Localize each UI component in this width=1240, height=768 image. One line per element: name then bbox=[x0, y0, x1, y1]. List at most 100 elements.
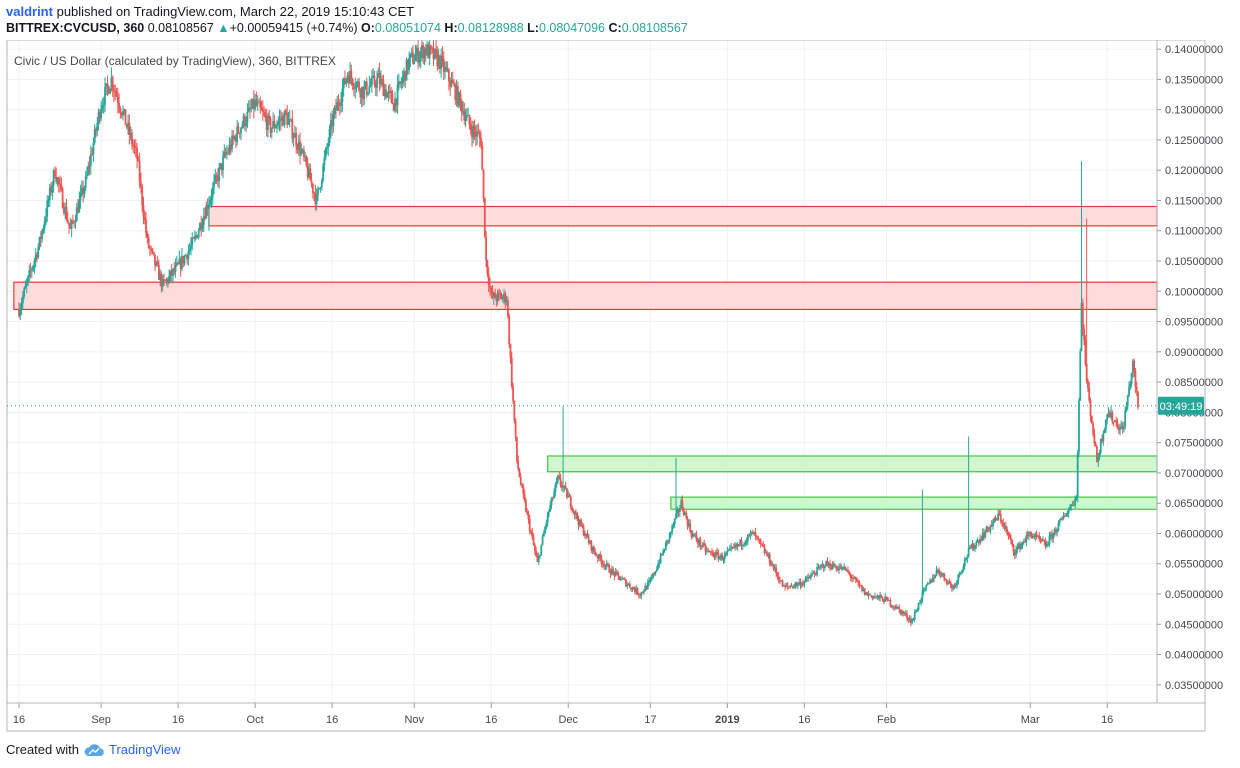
candle-body bbox=[1026, 535, 1029, 537]
candle-body bbox=[423, 48, 426, 59]
candle-body bbox=[988, 528, 991, 531]
candle-body bbox=[749, 533, 752, 535]
candle-body bbox=[1044, 541, 1047, 547]
candle-body bbox=[936, 569, 939, 571]
candle-body bbox=[676, 509, 679, 514]
price-chart[interactable]: Civic / US Dollar (calculated by Trading… bbox=[0, 34, 1240, 734]
candle-body bbox=[682, 509, 685, 516]
candle-body bbox=[1110, 412, 1112, 418]
candle-body bbox=[519, 477, 522, 485]
candle-body bbox=[406, 59, 409, 70]
candle-body bbox=[286, 112, 289, 125]
candle-body bbox=[573, 510, 576, 515]
candle-body bbox=[666, 539, 668, 544]
candle-body bbox=[1022, 541, 1025, 543]
candle-body bbox=[560, 484, 563, 488]
candle-body bbox=[487, 274, 490, 286]
candle-body bbox=[890, 605, 893, 607]
candle-body bbox=[709, 551, 712, 553]
candle-body bbox=[428, 45, 431, 59]
candle-body bbox=[118, 103, 120, 109]
candle-body bbox=[496, 292, 499, 301]
candle-body bbox=[518, 468, 521, 478]
y-tick-label: 0.07500000 bbox=[1165, 438, 1223, 450]
candle-body bbox=[746, 534, 749, 541]
author-name[interactable]: valdrint bbox=[6, 4, 53, 19]
candle-body bbox=[1043, 540, 1046, 542]
candle-body bbox=[705, 550, 708, 552]
candle-body bbox=[201, 224, 204, 230]
candle-body bbox=[849, 573, 852, 578]
candle-body bbox=[900, 611, 903, 614]
candle-body bbox=[242, 115, 245, 126]
candle-body bbox=[818, 566, 821, 568]
candle-body bbox=[993, 517, 996, 523]
candle-body bbox=[133, 146, 136, 148]
candle-body bbox=[483, 197, 486, 237]
candle-body bbox=[1128, 386, 1130, 396]
candle-body bbox=[698, 539, 701, 544]
candle-body bbox=[1103, 429, 1106, 433]
candle-body bbox=[446, 69, 449, 71]
candle-body bbox=[808, 577, 811, 579]
candle-body bbox=[687, 523, 690, 526]
candle-body bbox=[915, 611, 917, 613]
candle-body bbox=[444, 67, 446, 72]
candle-body bbox=[397, 81, 400, 85]
candle-body bbox=[646, 582, 649, 590]
candle-body bbox=[432, 48, 435, 59]
candle-body bbox=[881, 597, 884, 602]
candle-body bbox=[812, 573, 815, 575]
candle-body bbox=[599, 554, 602, 559]
candle-body bbox=[368, 86, 371, 93]
candle-body bbox=[224, 152, 227, 155]
candle-body bbox=[927, 583, 930, 585]
candle-body bbox=[720, 554, 722, 558]
candle-body bbox=[98, 112, 101, 119]
candle-body bbox=[563, 486, 566, 488]
candle-body bbox=[938, 569, 940, 574]
candle-body bbox=[415, 47, 418, 55]
candle-body bbox=[722, 558, 725, 561]
candle-body bbox=[521, 484, 523, 487]
candle-body bbox=[798, 581, 801, 584]
candle-body bbox=[888, 600, 890, 601]
candle-body bbox=[1025, 535, 1028, 543]
candle-body bbox=[782, 585, 785, 587]
last-price: 0.08108567 bbox=[147, 21, 214, 35]
candle-body bbox=[637, 594, 640, 596]
candle-body bbox=[137, 159, 140, 162]
candle-body bbox=[844, 566, 847, 570]
candle-body bbox=[374, 84, 377, 88]
candle-body bbox=[333, 106, 336, 115]
candle-body bbox=[626, 584, 629, 587]
candle-body bbox=[1092, 423, 1094, 434]
candle-body bbox=[187, 251, 190, 260]
candle-body bbox=[845, 569, 848, 571]
candle-body bbox=[418, 57, 421, 63]
candle-body bbox=[1002, 522, 1005, 527]
candle-body bbox=[945, 580, 948, 584]
candle-body bbox=[691, 533, 694, 537]
candle-body bbox=[456, 85, 459, 106]
candle-body bbox=[913, 612, 916, 620]
candle-body bbox=[413, 61, 416, 64]
x-tick-label: Mar bbox=[1021, 714, 1040, 726]
candle-body bbox=[331, 120, 334, 127]
candle-body bbox=[166, 279, 169, 283]
y-tick-label: 0.12000000 bbox=[1165, 165, 1223, 177]
candle-body bbox=[953, 584, 956, 588]
candle-body bbox=[553, 492, 556, 499]
candle-body bbox=[182, 255, 185, 264]
candle-body bbox=[813, 573, 816, 575]
candle-body bbox=[382, 80, 385, 97]
candle-body bbox=[1070, 505, 1073, 507]
candle-body bbox=[377, 73, 380, 78]
candle-body bbox=[28, 270, 31, 277]
chart-area[interactable]: Civic / US Dollar (calculated by Trading… bbox=[0, 34, 1240, 734]
candle-body bbox=[42, 227, 45, 231]
candle-body bbox=[249, 107, 251, 110]
tradingview-brand[interactable]: TradingView bbox=[108, 742, 181, 757]
candle-body bbox=[421, 45, 423, 52]
candle-body bbox=[297, 141, 300, 150]
